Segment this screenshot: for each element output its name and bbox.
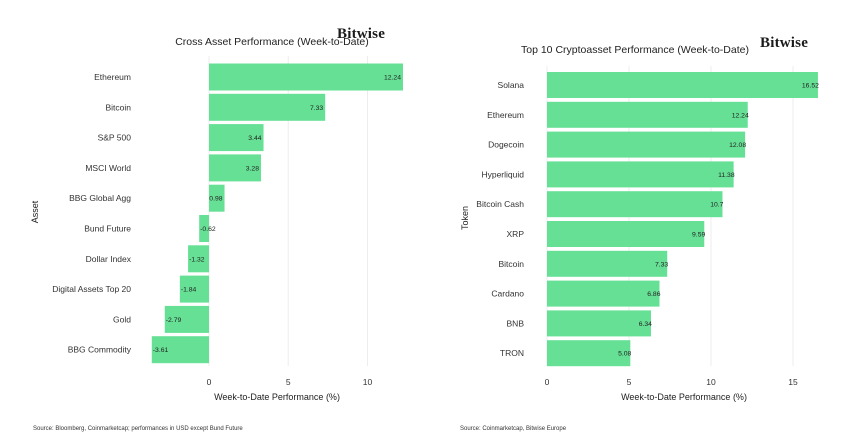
right-bar	[547, 280, 660, 307]
right-x-tick-label: 5	[627, 377, 632, 387]
left-chart-title: Cross Asset Performance (Week-to-Date)	[175, 36, 369, 48]
right-x-tick-label: 0	[545, 377, 550, 387]
left-category-label: Bitcoin	[105, 102, 131, 112]
right-category-label: Solana	[498, 80, 525, 90]
right-x-tick-label: 10	[706, 377, 716, 387]
left-category-label: Digital Assets Top 20	[52, 284, 131, 294]
left-bar	[209, 93, 326, 121]
left-data-label: 0.98	[209, 196, 222, 203]
left-category-label: BBG Commodity	[68, 345, 132, 355]
right-bar	[547, 340, 631, 367]
left-bar	[209, 63, 404, 91]
bitwise-logo-left: Bitwise	[337, 26, 385, 42]
left-bar	[164, 305, 209, 333]
right-category-label: Cardano	[491, 289, 524, 299]
left-x-axis-label: Week-to-Date Performance (%)	[214, 392, 340, 402]
right-data-label: 9.59	[692, 232, 705, 239]
left-data-label: 3.28	[246, 165, 259, 172]
right-x-tick-label: 15	[788, 377, 798, 387]
right-plot-area: 0 5 10 15 Solana 16.52 Ethereum 12.24 Dogecoin 12…	[476, 66, 819, 387]
right-bar	[547, 250, 668, 277]
left-category-label: S&P 500	[98, 133, 132, 143]
left-y-axis-label: Asset	[30, 200, 40, 223]
bitwise-logo-right: Bitwise	[760, 35, 808, 51]
left-x-tick-label: 5	[286, 377, 291, 387]
left-bar	[188, 245, 209, 273]
right-data-label: 12.08	[729, 142, 746, 149]
left-data-label: -1.84	[181, 287, 197, 294]
right-bar	[547, 221, 705, 247]
right-category-label: XRP	[507, 229, 525, 239]
left-bar	[209, 184, 225, 212]
left-bar	[179, 275, 209, 303]
left-bar	[151, 336, 209, 364]
left-x-tick-label: 10	[363, 377, 373, 387]
left-category-label: Bund Future	[84, 224, 131, 234]
right-bar	[547, 310, 651, 337]
left-data-label: -2.79	[166, 317, 182, 324]
right-data-label: 10.7	[710, 202, 723, 209]
right-bar	[547, 131, 746, 158]
right-data-label: 7.33	[655, 261, 668, 268]
left-data-label: -3.61	[153, 347, 169, 354]
left-data-label: -0.62	[200, 226, 216, 233]
left-data-label: -1.32	[189, 256, 205, 263]
left-x-tick-label: 0	[207, 377, 212, 387]
right-category-label: Dogecoin	[488, 140, 524, 150]
right-data-label: 16.52	[802, 83, 819, 90]
left-category-label: BBG Global Agg	[69, 193, 131, 203]
left-plot-area: 0 5 10 Ethereum 12.24 Bitcoin 7.33 S&P 500 3.44 M…	[52, 56, 404, 387]
right-category-label: BNB	[507, 318, 525, 328]
right-bar	[547, 161, 734, 188]
right-data-label: 6.34	[639, 321, 652, 328]
right-data-label: 11.38	[718, 172, 735, 179]
left-category-label: Gold	[113, 314, 131, 324]
right-data-label: 12.24	[732, 112, 749, 119]
left-source-note: Source: Bloomberg, Coinmarketcap; perfor…	[33, 426, 243, 432]
right-category-label: Bitcoin Cash	[476, 199, 524, 209]
right-data-label: 5.08	[618, 351, 631, 358]
left-category-label: Ethereum	[94, 72, 131, 82]
left-category-label: MSCI World	[85, 163, 131, 173]
right-category-label: Hyperliquid	[481, 169, 524, 179]
right-category-label: Ethereum	[487, 110, 524, 120]
right-source-note: Source: Coinmarketcap, Bitwise Europe	[460, 426, 567, 432]
right-x-axis-label: Week-to-Date Performance (%)	[621, 392, 747, 402]
right-data-label: 6.86	[647, 291, 660, 298]
left-data-label: 7.33	[310, 105, 323, 112]
right-bar	[547, 191, 723, 218]
right-bar	[547, 101, 748, 128]
left-data-label: 12.24	[384, 75, 401, 82]
right-category-label: Bitcoin	[498, 259, 524, 269]
left-bar	[209, 154, 261, 182]
left-category-label: Dollar Index	[86, 254, 132, 264]
left-data-label: 3.44	[248, 135, 261, 142]
right-chart-title: Top 10 Cryptoasset Performance (Week-to-…	[521, 44, 749, 56]
right-bar	[547, 72, 818, 98]
left-bar	[199, 215, 209, 242]
right-category-label: TRON	[500, 348, 524, 358]
right-y-axis-label: Token	[460, 206, 470, 230]
left-bar	[209, 124, 264, 152]
